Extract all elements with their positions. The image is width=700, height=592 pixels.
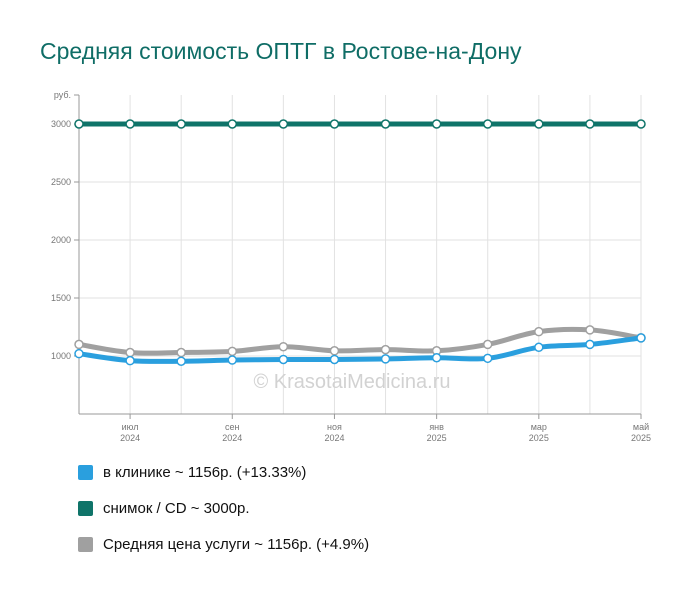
x-tick-label-month: июл xyxy=(122,422,139,432)
legend-item-average-price[interactable]: Средняя цена услуги ~ 1156р. (+4.9%) xyxy=(78,534,369,554)
data-point xyxy=(431,119,442,129)
x-tick-label: июл 2024 xyxy=(120,422,140,443)
data-point xyxy=(534,342,544,353)
data-point xyxy=(482,353,493,364)
data-point xyxy=(278,119,289,129)
legend-label: в клинике ~ 1156р. (+13.33%) xyxy=(103,463,307,481)
chart-title: Средняя стоимость ОПТГ в Ростове-на-Дону xyxy=(40,38,522,64)
x-tick-label-year: 2025 xyxy=(529,433,549,443)
data-point xyxy=(227,119,238,129)
legend-item-in-clinic[interactable]: в клинике ~ 1156р. (+13.33%) xyxy=(78,462,369,482)
data-point xyxy=(482,119,493,129)
data-point xyxy=(176,347,186,358)
data-point xyxy=(329,119,340,129)
legend-swatch xyxy=(78,536,93,552)
data-point xyxy=(585,325,595,335)
chart-grid xyxy=(79,95,642,414)
data-point xyxy=(585,339,595,350)
data-point xyxy=(329,346,340,356)
data-point xyxy=(534,326,544,337)
data-point xyxy=(380,119,391,129)
x-tick-label: май 2025 xyxy=(631,422,651,443)
x-tick-label-year: 2025 xyxy=(427,433,447,443)
y-tick-label: 1500 xyxy=(51,293,71,303)
y-axis-unit: руб. xyxy=(54,90,71,100)
data-point xyxy=(125,347,135,358)
x-tick-label: янв 2025 xyxy=(427,422,447,443)
data-point xyxy=(636,119,646,129)
data-point xyxy=(482,339,493,350)
x-tick-label: ноя 2024 xyxy=(324,422,344,443)
x-tick-label-month: май xyxy=(633,422,649,432)
legend-label: снимок / CD ~ 3000р. xyxy=(103,499,250,517)
data-point xyxy=(534,119,544,129)
chart-legend: в клинике ~ 1156р. (+13.33%) снимок / CD… xyxy=(78,462,369,570)
data-point xyxy=(278,354,289,365)
data-point xyxy=(176,356,186,366)
x-tick-label-month: мар xyxy=(531,422,547,432)
data-point xyxy=(125,355,135,366)
x-tick-label-year: 2024 xyxy=(120,433,140,443)
x-tick-label-year: 2024 xyxy=(324,433,344,443)
data-point xyxy=(74,339,84,350)
data-point xyxy=(227,355,238,365)
y-tick-label: 2500 xyxy=(51,177,71,187)
data-point xyxy=(74,348,84,359)
x-tick-label-year: 2024 xyxy=(222,433,242,443)
legend-swatch xyxy=(78,500,93,516)
legend-label: Средняя цена услуги ~ 1156р. (+4.9%) xyxy=(103,535,370,553)
data-point xyxy=(431,352,442,363)
x-tick-label: сен 2024 xyxy=(222,422,242,443)
data-point xyxy=(380,354,391,364)
series-line xyxy=(76,326,644,356)
x-tick-label-month: сен xyxy=(225,422,240,432)
y-tick-label: 2000 xyxy=(51,235,71,245)
data-point xyxy=(585,119,595,129)
x-tick-label-year: 2025 xyxy=(631,433,651,443)
legend-swatch xyxy=(78,464,93,480)
data-point xyxy=(380,344,391,355)
watermark: © KrasotaiMedicina.ru xyxy=(253,371,450,393)
data-point xyxy=(636,333,646,343)
data-point xyxy=(329,354,340,365)
chart-axes xyxy=(74,94,642,419)
series-layer xyxy=(74,119,646,366)
x-tick-label: мар 2025 xyxy=(529,422,549,443)
data-point xyxy=(125,119,135,129)
data-point xyxy=(278,341,289,352)
y-tick-label: 1000 xyxy=(51,351,71,361)
data-point xyxy=(227,346,238,357)
x-tick-label-month: янв xyxy=(429,422,444,432)
data-point xyxy=(176,119,186,129)
data-point xyxy=(74,119,84,129)
y-tick-label: 3000 xyxy=(51,119,71,129)
legend-item-image-cd[interactable]: снимок / CD ~ 3000р. xyxy=(78,498,369,518)
x-tick-label-month: ноя xyxy=(327,422,342,432)
